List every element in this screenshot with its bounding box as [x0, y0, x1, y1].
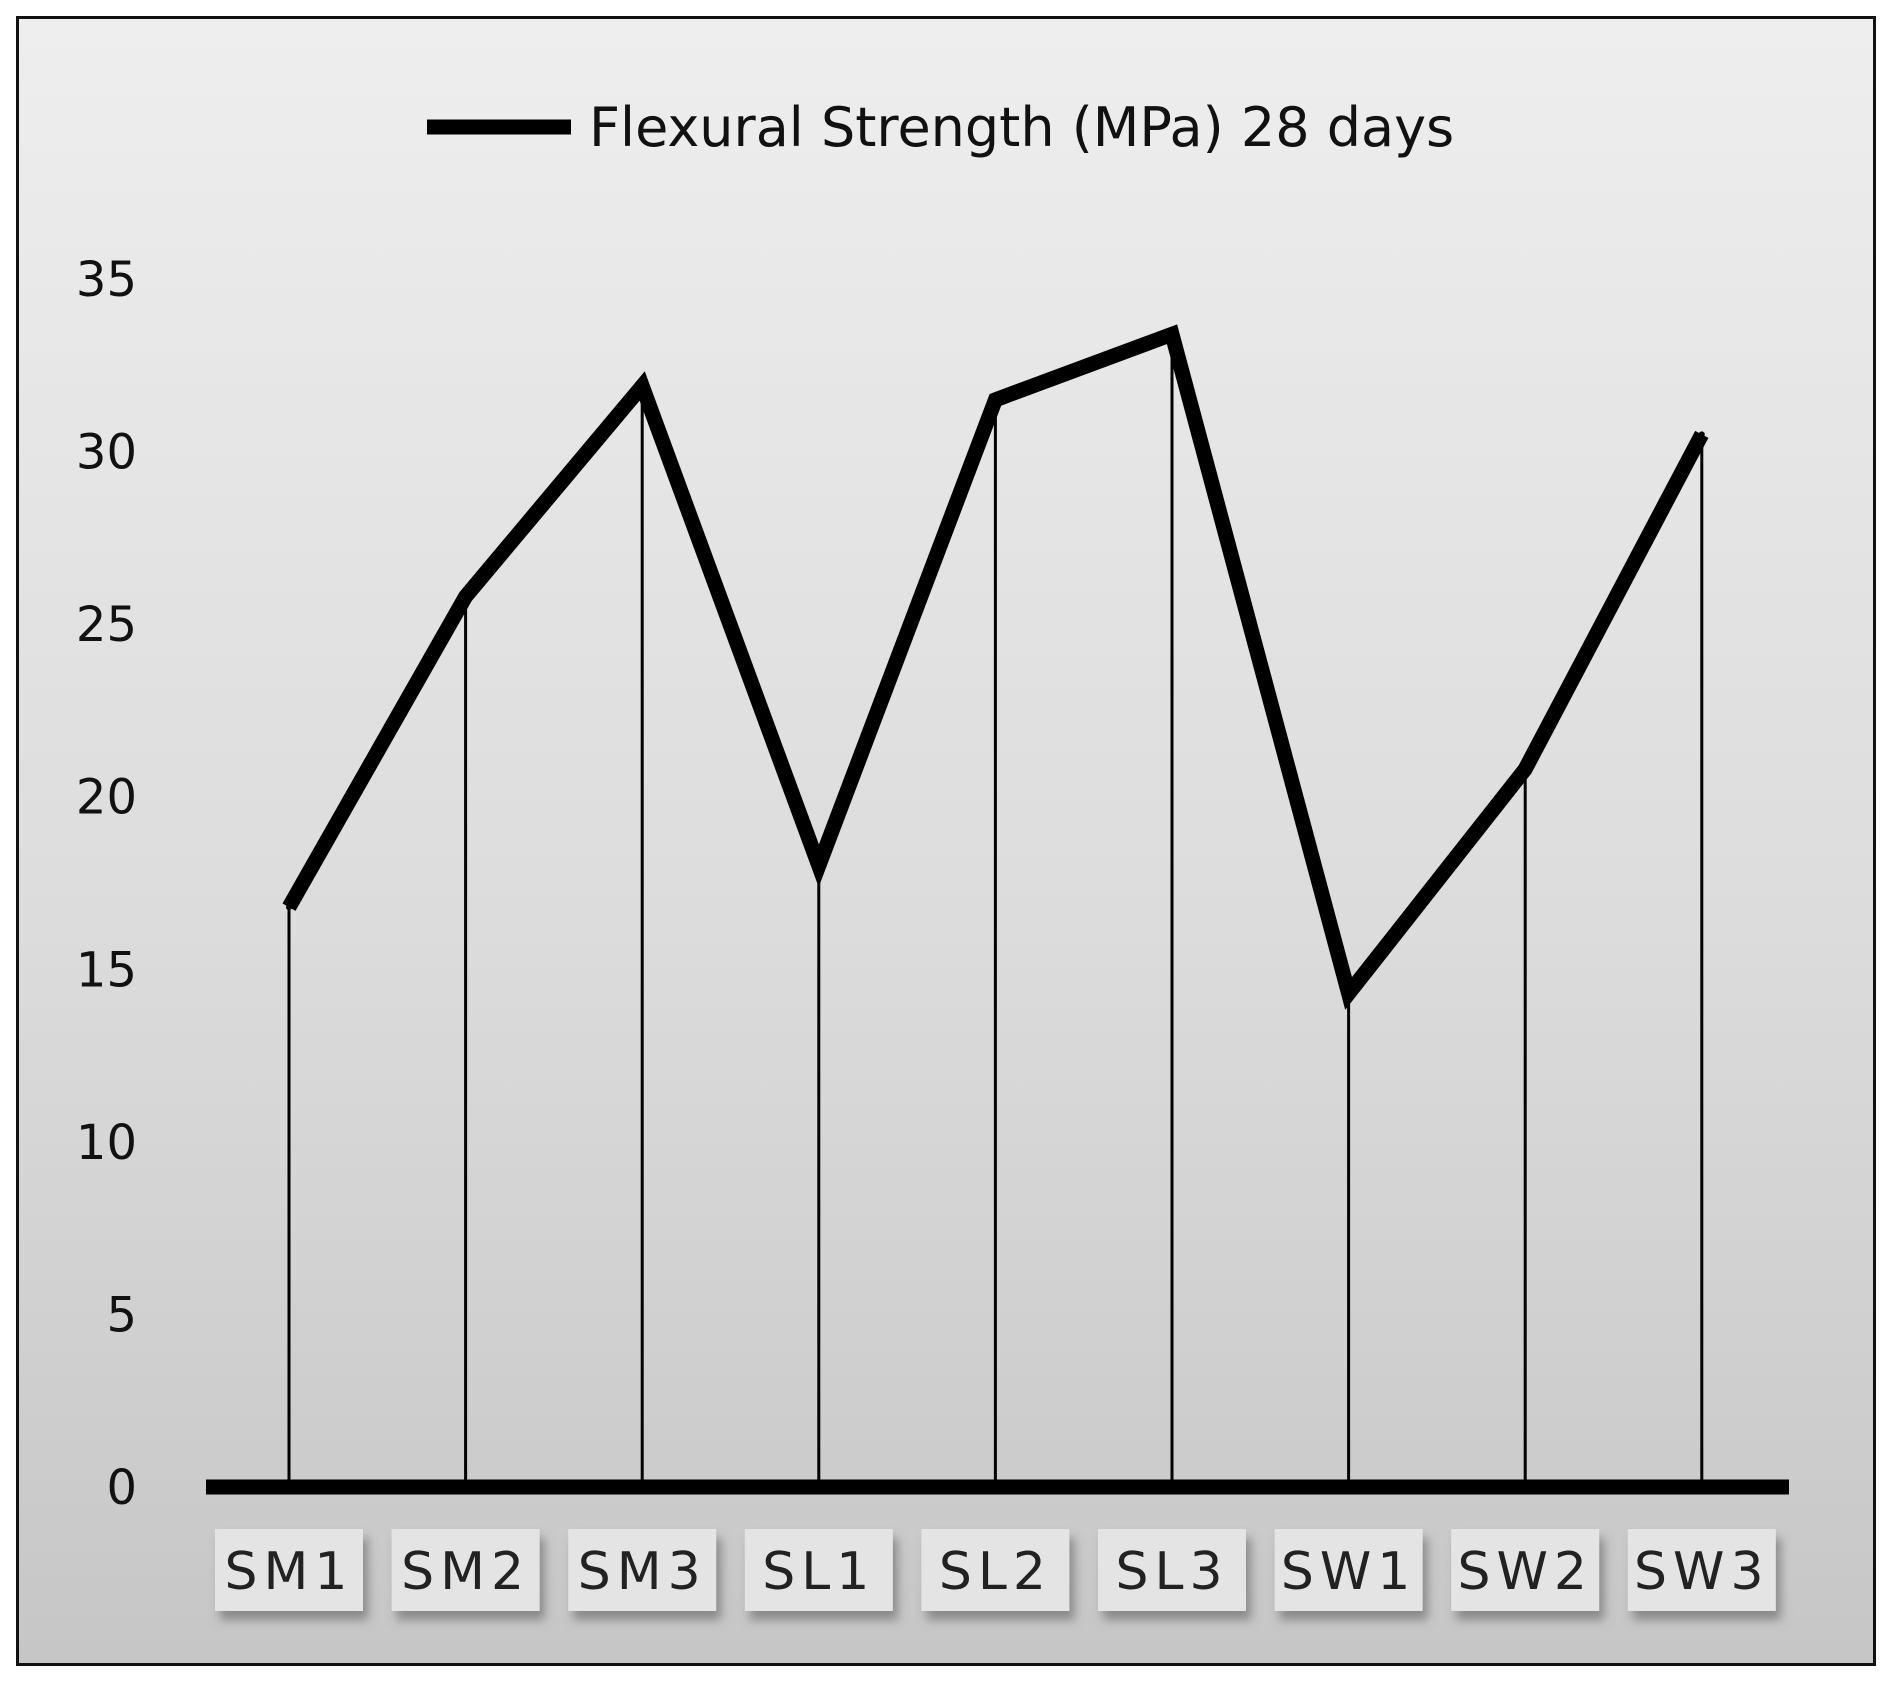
y-tick-label: 25: [76, 597, 137, 653]
x-tick-label: SM2: [401, 1542, 530, 1602]
y-tick-label: 35: [76, 252, 137, 308]
data-point: [1522, 766, 1529, 773]
x-tick-label: SL2: [939, 1542, 1052, 1602]
data-point: [1698, 431, 1705, 438]
x-tick-box: [921, 1529, 1070, 1611]
y-tick-label: 10: [76, 1115, 137, 1171]
x-tick-box: [568, 1529, 717, 1611]
x-tick: SL2: [921, 1529, 1070, 1611]
data-point: [992, 396, 999, 403]
chart-frame: Flexural Strength (MPa) 28 days 0 5 10 15 20…: [16, 16, 1876, 1666]
x-tick: SM1: [215, 1529, 363, 1611]
y-tick-label: 15: [76, 942, 137, 998]
x-tick-box: [1627, 1529, 1776, 1611]
data-point: [815, 862, 822, 869]
data-point: [639, 382, 646, 389]
x-tick: SM2: [391, 1529, 540, 1611]
x-tick: SW3: [1627, 1529, 1776, 1611]
x-tick: SL3: [1098, 1529, 1246, 1611]
x-tick-label: SW2: [1457, 1542, 1593, 1602]
x-tick-label: SW3: [1634, 1542, 1770, 1602]
x-tick-box: [391, 1529, 540, 1611]
x-tick-label: SL3: [1115, 1542, 1228, 1602]
x-tick: SM3: [568, 1529, 717, 1611]
legend-label: Flexural Strength (MPa) 28 days: [589, 96, 1454, 159]
y-axis: 0 5 10 15 20 25 30 35: [76, 252, 137, 1516]
x-tick-box: [1098, 1529, 1246, 1611]
y-tick-label: 30: [76, 425, 137, 481]
x-tick-box: [1274, 1529, 1423, 1611]
x-tick-box: [215, 1529, 363, 1611]
x-tick-label: SW1: [1281, 1542, 1417, 1602]
x-axis: SM1 SM2 SM3 SL1 SL2 SL3 SW1 SW2 SW3: [215, 1529, 1776, 1611]
data-point: [462, 593, 469, 600]
x-tick-label: SM3: [578, 1542, 707, 1602]
x-tick-label: SM1: [225, 1542, 354, 1602]
x-tick: SW1: [1274, 1529, 1423, 1611]
data-point: [1169, 331, 1175, 338]
x-tick-label: SL1: [762, 1542, 875, 1602]
y-tick-label: 20: [76, 770, 137, 826]
data-point: [286, 904, 292, 911]
drop-lines: [287, 334, 1704, 1487]
y-tick-label: 0: [106, 1460, 137, 1516]
x-tick: SW2: [1451, 1529, 1600, 1611]
line-chart: Flexural Strength (MPa) 28 days 0 5 10 15 20…: [76, 96, 1789, 1611]
series-group: [282, 324, 1709, 1010]
y-tick-label: 5: [106, 1287, 137, 1343]
x-tick-box: [744, 1529, 893, 1611]
x-tick: SL1: [744, 1529, 893, 1611]
x-tick-box: [1451, 1529, 1600, 1611]
legend: Flexural Strength (MPa) 28 days: [427, 96, 1454, 159]
data-point: [1345, 990, 1352, 997]
